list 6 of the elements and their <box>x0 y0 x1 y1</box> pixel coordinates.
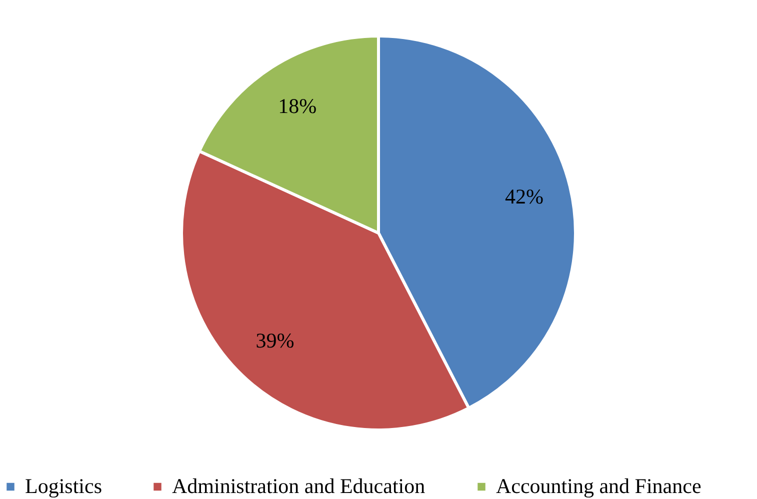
data-label: 42% <box>505 184 544 209</box>
data-label: 18% <box>278 94 317 118</box>
legend-label: Logistics <box>25 474 102 498</box>
legend-label: Administration and Education <box>172 474 426 498</box>
legend-label: Accounting and Finance <box>496 474 702 498</box>
data-label: 39% <box>256 328 294 353</box>
